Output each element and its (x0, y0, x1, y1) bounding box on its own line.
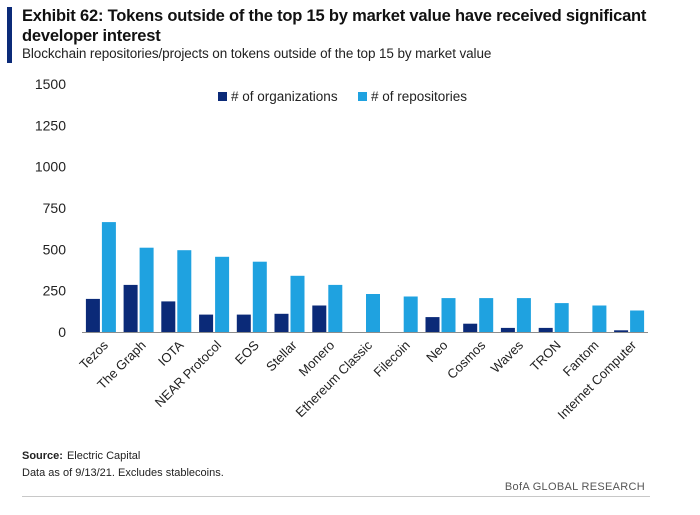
bar-organizations (425, 317, 440, 332)
source-text: Electric Capital (66, 450, 141, 462)
y-tick-label: 250 (43, 283, 67, 299)
y-tick-label: 1250 (35, 117, 66, 133)
bar-organizations (538, 327, 553, 332)
bar-organizations (274, 313, 289, 332)
y-tick-label: 500 (43, 241, 67, 257)
bar-organizations (463, 323, 478, 332)
bar-organizations (312, 305, 327, 332)
x-tick-label: Tezos (76, 337, 111, 372)
x-tick-label: Filecoin (371, 338, 413, 380)
chart-subtitle: Blockchain repositories/projects on toke… (22, 46, 492, 61)
data-note: Data as of 9/13/21. Excludes stablecoins… (22, 467, 224, 479)
bar-repositories (290, 275, 305, 332)
bar-repositories (366, 294, 380, 332)
x-tick-label: EOS (232, 337, 262, 367)
bar-repositories (252, 261, 267, 332)
bar-organizations (199, 314, 214, 332)
accent-bar (7, 7, 12, 63)
legend-label: # of repositories (371, 89, 467, 104)
y-tick-label: 1000 (35, 159, 66, 175)
x-tick-label: Waves (488, 337, 527, 376)
chart-title: Exhibit 62: Tokens outside of the top 15… (22, 7, 647, 45)
legend-label: # of organizations (231, 89, 338, 104)
y-tick-label: 1500 (35, 76, 66, 92)
bar-repositories (630, 310, 645, 332)
footer-divider (22, 496, 650, 497)
bar-organizations (614, 330, 629, 332)
bar-organizations (85, 298, 100, 332)
y-tick-label: 0 (58, 324, 66, 340)
source-line: Source: Electric Capital (22, 450, 140, 462)
bar-organizations (236, 314, 251, 332)
bar-organizations (500, 327, 515, 332)
bar-repositories (403, 296, 418, 332)
bar-organizations (161, 301, 176, 332)
bar-repositories (592, 305, 607, 332)
x-tick-label: NEAR Protocol (152, 337, 225, 410)
bar-repositories (441, 298, 456, 332)
legend-swatch (358, 92, 367, 101)
x-tick-label: TRON (527, 338, 564, 375)
bar-repositories (554, 303, 569, 332)
bar-repositories (215, 256, 230, 332)
brand-label: BofA GLOBAL RESEARCH (504, 481, 645, 493)
y-tick-label: 750 (43, 200, 67, 216)
bar-organizations (123, 284, 138, 332)
x-tick-label: IOTA (155, 337, 187, 369)
bar-repositories (177, 250, 192, 332)
bar-repositories (139, 247, 154, 332)
bar-repositories (328, 284, 343, 332)
x-tick-label: Neo (423, 338, 450, 365)
bar-repositories (516, 298, 531, 332)
bar-repositories (479, 298, 494, 332)
source-label: Source: (22, 450, 63, 462)
x-tick-label: Cosmos (444, 337, 489, 382)
legend-swatch (218, 92, 227, 101)
bar-repositories (101, 222, 116, 332)
